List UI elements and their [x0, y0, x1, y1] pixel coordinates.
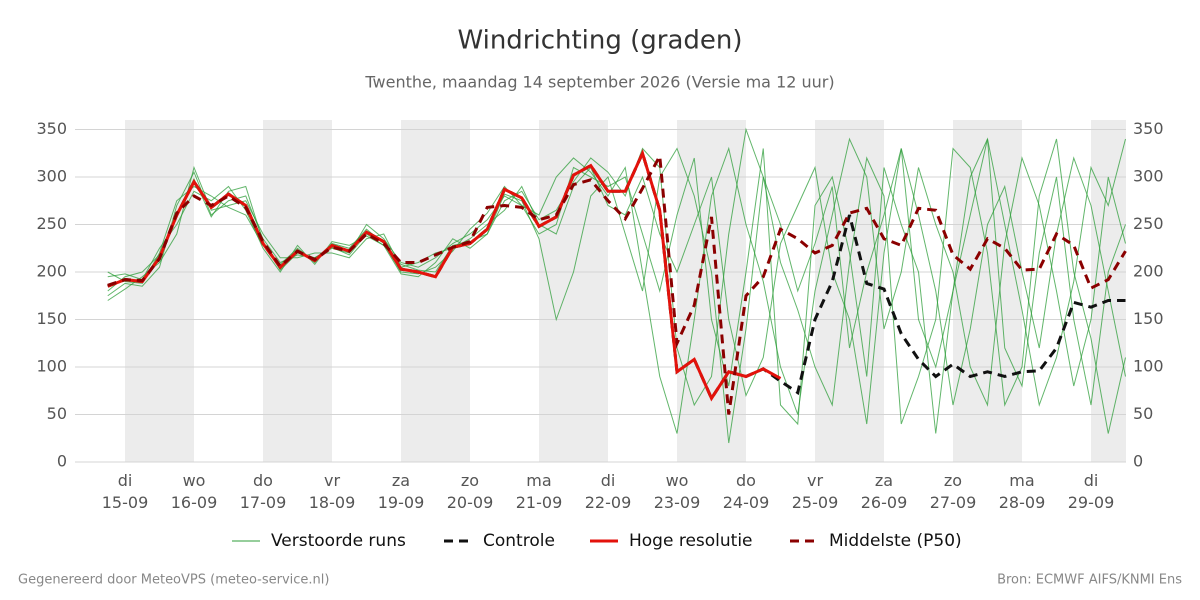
x-tick-label-line: 17-09: [240, 493, 287, 512]
x-tick-label-line: 22-09: [585, 493, 632, 512]
y2-tick-label: 100: [1133, 357, 1164, 376]
x-tick-label-line: do: [736, 471, 756, 490]
ensemble-line: [107, 127, 1126, 434]
y2-tick-label: 200: [1133, 262, 1164, 281]
x-tick-label-line: wo: [666, 471, 689, 490]
x-tick-label: vr 25-09: [792, 471, 839, 512]
x-tick-label: ma 28-09: [999, 471, 1046, 512]
x-tick-label-line: 28-09: [999, 493, 1046, 512]
x-tick-label-line: zo: [944, 471, 962, 490]
y2-tick-label: 150: [1133, 309, 1164, 328]
legend-label: Middelste (P50): [829, 531, 962, 551]
x-tick-label-line: 15-09: [102, 493, 149, 512]
x-tick-label-line: do: [253, 471, 273, 490]
x-tick-label: zo 27-09: [930, 471, 977, 512]
y-tick-label: 350: [36, 119, 67, 138]
x-tick-label-line: 19-09: [378, 493, 425, 512]
x-tick-label: di 29-09: [1068, 471, 1115, 512]
x-tick-label-line: 29-09: [1068, 493, 1115, 512]
x-tick-label: ma 21-09: [516, 471, 563, 512]
y2-tick-label: 300: [1133, 167, 1164, 186]
x-tick-label-line: 18-09: [309, 493, 356, 512]
series-line: [107, 150, 1127, 415]
legend-label: Verstoorde runs: [271, 531, 406, 551]
x-tick-label: wo 16-09: [171, 471, 218, 512]
y-tick-label: 300: [36, 167, 67, 186]
x-tick-label-line: di: [118, 471, 133, 490]
y-tick-label: 100: [36, 357, 67, 376]
x-tick-label-line: 25-09: [792, 493, 839, 512]
x-tick-label-line: vr: [807, 471, 823, 490]
x-tick-label-line: 23-09: [654, 493, 701, 512]
x-tick-label-line: 26-09: [861, 493, 908, 512]
x-tick-label: vr 18-09: [309, 471, 356, 512]
day-band: [263, 120, 332, 462]
y2-tick-label: 50: [1133, 404, 1153, 423]
day-band: [953, 120, 1022, 462]
chart-title: Windrichting (graden): [457, 26, 742, 56]
x-tick-label: di 15-09: [102, 471, 149, 512]
x-tick-label: za 26-09: [861, 471, 908, 512]
y-tick-label: 50: [47, 404, 67, 423]
x-tick-label: zo 20-09: [447, 471, 494, 512]
x-tick-label-line: za: [875, 471, 893, 490]
y-tick-label: 0: [57, 452, 67, 471]
x-tick-label: do 17-09: [240, 471, 287, 512]
day-band: [677, 120, 746, 462]
x-tick-label: do 24-09: [723, 471, 770, 512]
day-band: [125, 120, 194, 462]
y-tick-label: 250: [36, 214, 67, 233]
y-tick-label: 150: [36, 309, 67, 328]
x-tick-label-line: di: [1084, 471, 1099, 490]
footer-left: Gegenereerd door MeteoVPS (meteo-service…: [18, 573, 329, 588]
legend-label: Controle: [483, 531, 555, 551]
x-tick-label: za 19-09: [378, 471, 425, 512]
x-tick-label-line: 16-09: [171, 493, 218, 512]
legend-label: Hoge resolutie: [629, 531, 753, 551]
x-tick-label-line: za: [392, 471, 410, 490]
x-tick-label-line: 21-09: [516, 493, 563, 512]
x-tick-label-line: zo: [461, 471, 479, 490]
x-tick-label: di 22-09: [585, 471, 632, 512]
y-tick-label: 200: [36, 262, 67, 281]
y2-tick-label: 0: [1133, 452, 1143, 471]
x-tick-label: wo 23-09: [654, 471, 701, 512]
x-tick-label-line: wo: [183, 471, 206, 490]
y2-tick-label: 350: [1133, 119, 1164, 138]
day-band: [401, 120, 470, 462]
x-tick-label-line: vr: [324, 471, 340, 490]
x-tick-label-line: ma: [1009, 471, 1034, 490]
day-band: [539, 120, 608, 462]
chart-subtitle: Twenthe, maandag 14 september 2026 (Vers…: [364, 73, 834, 92]
x-tick-label-line: 20-09: [447, 493, 494, 512]
x-tick-label-line: di: [601, 471, 616, 490]
x-tick-label-line: 24-09: [723, 493, 770, 512]
y2-tick-label: 250: [1133, 214, 1164, 233]
footer-right: Bron: ECMWF AIFS/KNMI Ens: [997, 573, 1182, 588]
x-tick-label-line: ma: [526, 471, 551, 490]
x-tick-label-line: 27-09: [930, 493, 977, 512]
